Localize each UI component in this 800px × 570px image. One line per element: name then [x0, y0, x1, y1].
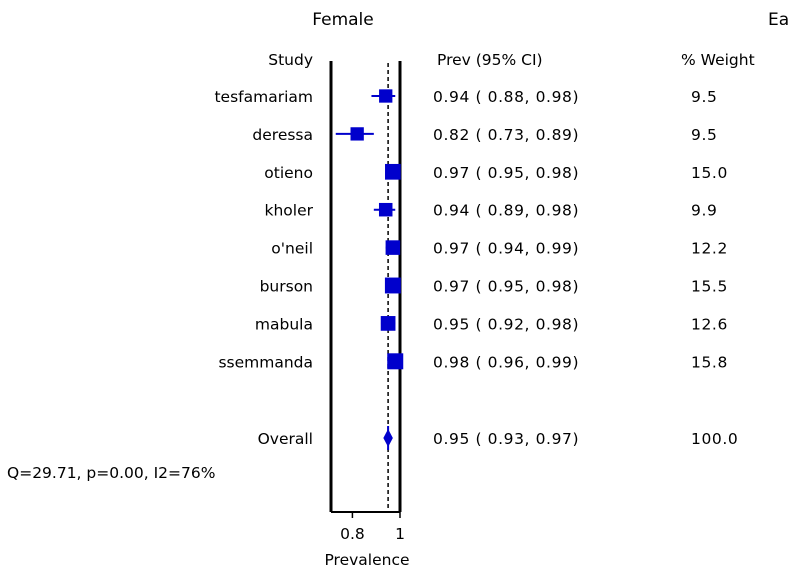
estimate-ci-text: 0.94 ( 0.88, 0.98)	[433, 88, 579, 106]
study-label: deressa	[252, 126, 313, 144]
overall-weight-text: 100.0	[691, 430, 738, 448]
study-row: deressa 0.82 ( 0.73, 0.89) 9.5	[252, 126, 717, 144]
study-row: ssemmanda 0.98 ( 0.96, 0.99) 15.8	[218, 353, 727, 371]
weight-text: 9.9	[691, 202, 717, 220]
overall-label: Overall	[258, 430, 313, 448]
study-label: otieno	[264, 164, 313, 182]
point-estimate-square	[385, 240, 401, 255]
estimate-ci-text: 0.97 ( 0.95, 0.98)	[433, 164, 579, 182]
x-axis-ticks: 0.8 1	[340, 512, 405, 543]
x-tick-label: 0.8	[340, 525, 365, 543]
study-label: tesfamariam	[214, 88, 313, 106]
weight-text: 12.2	[691, 240, 728, 258]
weight-text: 9.5	[691, 88, 717, 106]
overall-estimate-ci-text: 0.95 ( 0.93, 0.97)	[433, 430, 579, 448]
estimate-ci-text: 0.97 ( 0.94, 0.99)	[433, 240, 579, 258]
weight-text: 15.5	[691, 278, 728, 296]
point-estimate-square	[384, 277, 401, 294]
study-label: ssemmanda	[218, 353, 313, 371]
estimate-ci-text: 0.98 ( 0.96, 0.99)	[433, 353, 579, 371]
study-row: mabula 0.95 ( 0.92, 0.98) 12.6	[255, 315, 728, 333]
point-estimate-square	[378, 202, 393, 217]
study-row: otieno 0.97 ( 0.95, 0.98) 15.0	[264, 163, 728, 182]
chart-title-clipped: Ea	[768, 10, 789, 30]
study-label: mabula	[255, 315, 313, 333]
point-estimate-square	[350, 127, 364, 141]
study-row: o'neil 0.97 ( 0.94, 0.99) 12.2	[271, 240, 728, 258]
column-header-estimate: Prev (95% CI)	[437, 51, 543, 69]
x-axis-label: Prevalence	[324, 551, 409, 569]
weight-text: 12.6	[691, 315, 728, 333]
heterogeneity-statistic: Q=29.71, p=0.00, I2=76%	[7, 464, 215, 482]
study-row: tesfamariam 0.94 ( 0.88, 0.98) 9.5	[214, 88, 717, 106]
study-row: burson 0.97 ( 0.95, 0.98) 15.5	[260, 278, 728, 296]
weight-text: 15.8	[691, 353, 728, 371]
point-estimate-square	[387, 353, 404, 370]
weight-text: 9.5	[691, 126, 717, 144]
point-estimate-square	[379, 89, 393, 103]
estimate-ci-text: 0.97 ( 0.95, 0.98)	[433, 278, 579, 296]
estimate-ci-text: 0.82 ( 0.73, 0.89)	[433, 126, 579, 144]
study-label: o'neil	[271, 240, 313, 258]
chart-title: Female	[312, 10, 373, 30]
point-estimate-square	[380, 316, 396, 331]
study-label: burson	[260, 278, 313, 296]
point-estimate-square	[385, 163, 401, 180]
x-tick-label: 1	[395, 525, 405, 543]
study-row: kholer 0.94 ( 0.89, 0.98) 9.9	[265, 202, 717, 220]
column-header-study: Study	[268, 51, 313, 69]
column-header-weight: % Weight	[681, 51, 755, 69]
estimate-ci-text: 0.94 ( 0.89, 0.98)	[433, 202, 579, 220]
estimate-ci-text: 0.95 ( 0.92, 0.98)	[433, 315, 579, 333]
overall-row: Overall 0.95 ( 0.93, 0.97) 100.0	[258, 426, 738, 450]
study-label: kholer	[265, 202, 314, 220]
study-rows: tesfamariam 0.94 ( 0.88, 0.98) 9.5 deressa 0…	[214, 88, 727, 371]
weight-text: 15.0	[691, 164, 728, 182]
